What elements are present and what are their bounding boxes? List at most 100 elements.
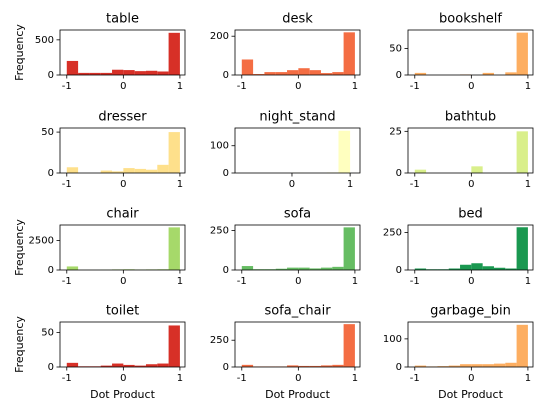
bar [460, 364, 472, 367]
x-tick-label: -1 [62, 373, 72, 384]
axes-frame [407, 127, 534, 174]
y-tick-label: 2500 [29, 235, 54, 246]
y-tick-label: 50 [389, 44, 402, 55]
bar [123, 364, 135, 367]
y-tick-label: 200 [210, 31, 229, 42]
y-tick-label: 0 [48, 362, 54, 373]
x-axis-label: Dot Product [90, 388, 155, 401]
bar [145, 364, 158, 367]
y-tick-label: 100 [210, 141, 229, 152]
y-tick-label: 50 [41, 327, 54, 338]
chart-title: bed [458, 207, 483, 222]
bar [241, 364, 254, 367]
bar [145, 70, 158, 75]
bar [338, 130, 351, 173]
bar [145, 169, 158, 173]
bar [516, 324, 528, 367]
bar [343, 227, 355, 270]
y-tick-label: 0 [396, 70, 402, 81]
bar [505, 72, 517, 75]
x-tick-label: 1 [347, 179, 353, 190]
y-tick-label: 100 [383, 334, 402, 345]
bar [275, 268, 288, 270]
axes-frame [234, 224, 361, 271]
x-tick-label: 1 [525, 81, 531, 92]
y-tick-label: 250 [210, 226, 229, 237]
x-tick-label: 0 [295, 276, 301, 287]
chart-title: dresser [98, 110, 147, 125]
axes-frame [407, 29, 534, 76]
bar [241, 266, 254, 270]
bar [343, 324, 355, 367]
bar [471, 364, 483, 367]
bar [414, 365, 427, 367]
bar [168, 132, 180, 173]
y-tick-label: 0 [48, 265, 54, 276]
bar [343, 32, 355, 75]
y-tick-label: 0 [48, 168, 54, 179]
x-tick-label: 0 [295, 373, 301, 384]
x-tick-label: 1 [177, 179, 183, 190]
x-tick-label: -1 [237, 81, 247, 92]
y-tick-label: 25 [389, 126, 402, 137]
bar [320, 267, 333, 270]
bar [157, 363, 169, 367]
y-tick-label: 0 [396, 168, 402, 179]
axes-frame [407, 321, 534, 368]
chart-title: garbage_bin [430, 304, 511, 319]
x-tick-label: 1 [177, 276, 183, 287]
axes-frame [234, 127, 361, 174]
x-tick-label: 1 [525, 179, 531, 190]
chart-title: bookshelf [439, 12, 502, 27]
x-tick-label: -1 [237, 373, 247, 384]
y-tick-label: 0 [396, 265, 402, 276]
bar [482, 364, 494, 367]
bar [66, 167, 79, 173]
y-tick-label: 0 [223, 265, 229, 276]
chart-title: chair [106, 207, 139, 222]
bar [264, 72, 276, 75]
y-tick-label: 500 [35, 35, 54, 46]
bar [320, 365, 333, 367]
bar [309, 365, 321, 367]
x-tick-label: 0 [120, 276, 126, 287]
x-tick-label: 1 [352, 373, 358, 384]
bar [505, 362, 517, 367]
chart-title: toilet [106, 304, 139, 319]
bar [157, 164, 169, 173]
axes-frame [234, 29, 361, 76]
y-tick-label: 0 [48, 70, 54, 81]
y-tick-label: 0 [223, 362, 229, 373]
x-axis-label: Dot Product [265, 388, 330, 401]
bar [414, 169, 427, 173]
bar [134, 365, 146, 367]
bar [516, 227, 528, 270]
x-tick-label: 0 [120, 81, 126, 92]
chart-title: bathtub [445, 110, 496, 125]
bar [298, 365, 310, 367]
bar [448, 268, 461, 270]
bar [287, 70, 299, 75]
bar [287, 267, 299, 270]
bar [298, 267, 310, 270]
x-tick-label: 1 [525, 276, 531, 287]
bar [505, 268, 517, 270]
bar [78, 72, 90, 75]
y-tick-label: 250 [383, 228, 402, 239]
y-tick-label: 0 [223, 70, 229, 81]
bar [66, 266, 79, 270]
bar [448, 365, 461, 367]
bar [168, 227, 180, 270]
bar [112, 363, 124, 367]
bar [298, 68, 310, 75]
x-tick-label: 1 [525, 373, 531, 384]
x-tick-label: 0 [289, 179, 295, 190]
x-tick-label: -1 [237, 276, 247, 287]
chart-title: sofa_chair [264, 304, 331, 319]
x-tick-label: -1 [62, 276, 72, 287]
x-tick-label: 0 [295, 81, 301, 92]
bar [112, 69, 124, 75]
bar [493, 267, 506, 270]
bar [309, 70, 321, 75]
bar [275, 72, 288, 75]
